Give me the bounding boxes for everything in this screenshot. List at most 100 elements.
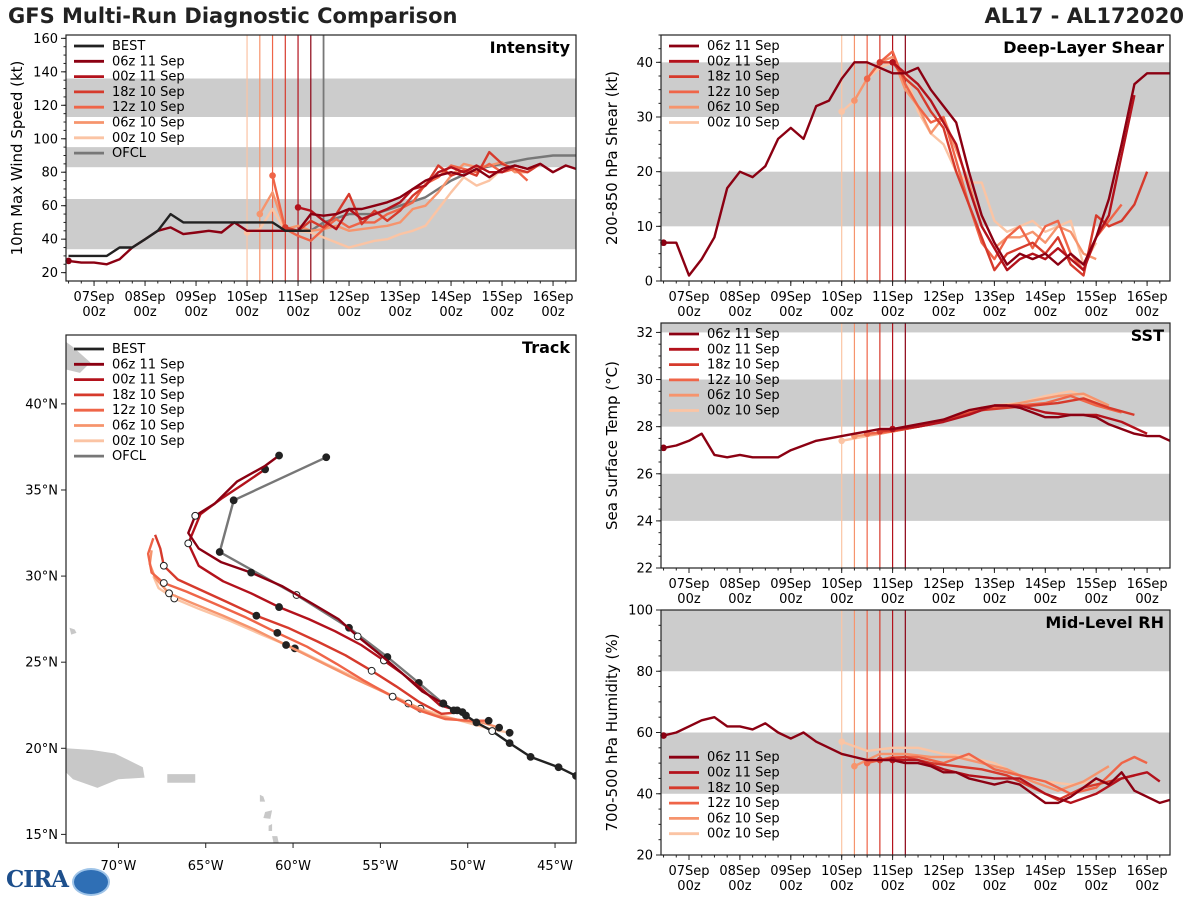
track-point: [252, 611, 261, 620]
y-tick-label: 25°N: [25, 656, 58, 671]
land-polygon: [268, 824, 273, 831]
series-line: [866, 752, 1148, 795]
x-tick-sublabel: 00z: [677, 305, 701, 320]
land-polygon: [167, 774, 196, 783]
track-point: [462, 711, 470, 720]
init-marker: [660, 444, 667, 452]
x-tick-sublabel: 00z: [439, 305, 463, 320]
x-tick-sublabel: 00z: [1085, 305, 1109, 320]
y-tick-label: 10: [636, 220, 653, 235]
panel-title: Deep-Layer Shear: [1003, 38, 1164, 57]
x-tick-label: 09Sep: [770, 864, 811, 879]
x-tick-label: 15Sep: [1076, 290, 1117, 305]
x-tick-sublabel: 00z: [932, 592, 956, 607]
land-polygon: [66, 748, 145, 788]
x-tick-sublabel: 00z: [1085, 879, 1109, 894]
series-line: [663, 61, 1170, 277]
y-tick-label: 32: [636, 326, 653, 341]
x-tick-label: 16Sep: [1127, 290, 1168, 305]
x-tick-label: 11Sep: [872, 577, 913, 592]
legend-label: 18z 10 Sep: [112, 388, 185, 403]
track-line: [218, 456, 445, 705]
y-tick-label: 35°N: [25, 483, 58, 498]
y-tick-label: 40: [636, 787, 653, 802]
x-tick-sublabel: 00z: [184, 305, 208, 320]
y-tick-label: 24: [636, 514, 653, 529]
track-point: [275, 451, 283, 460]
init-marker: [876, 59, 884, 66]
plot-frame: [65, 334, 577, 844]
y-axis-label: Sea Surface Temp (°C): [603, 361, 621, 530]
y-tick-label: 40: [41, 233, 58, 248]
track-point: [505, 739, 514, 748]
legend-label: 18z 10 Sep: [707, 358, 780, 373]
x-tick-sublabel: 00z: [983, 592, 1007, 607]
y-tick-label: 40°N: [25, 397, 58, 412]
threshold-band: [66, 147, 576, 168]
x-tick-sublabel: 00z: [779, 592, 803, 607]
legend-label: 00z 11 Sep: [112, 70, 185, 85]
y-tick-label: 60: [636, 726, 653, 741]
init-marker: [889, 59, 896, 66]
plot-frame: [65, 34, 577, 282]
legend-label: 06z 10 Sep: [707, 811, 780, 826]
y-tick-label: 40: [636, 56, 653, 71]
legend-label: 12z 10 Sep: [112, 100, 185, 115]
legend-label: 00z 10 Sep: [707, 404, 780, 419]
legend-label: 00z 10 Sep: [112, 434, 185, 449]
cira-logo-text: CIRA: [6, 866, 69, 893]
x-tick-label: 16Sep: [1127, 864, 1168, 879]
x-tick-sublabel: 00z: [1034, 879, 1058, 894]
x-tick-sublabel: 00z: [286, 305, 310, 320]
legend-label: 18z 10 Sep: [112, 85, 185, 100]
x-tick-sublabel: 00z: [133, 305, 157, 320]
init-marker: [256, 210, 264, 218]
x-tick-sublabel: 00z: [82, 305, 106, 320]
x-tick-sublabel: 00z: [932, 305, 956, 320]
init-marker: [269, 172, 276, 179]
track-point: [526, 752, 535, 761]
x-tick-label: 65°W: [188, 859, 224, 874]
legend-label: 18z 10 Sep: [707, 781, 780, 796]
init-marker: [660, 732, 667, 739]
init-marker: [851, 97, 858, 104]
panel-shear: 01020304007Sep00z08Sep00z09Sep00z10Sep00…: [603, 34, 1171, 320]
x-tick-sublabel: 00z: [779, 305, 803, 320]
y-tick-label: 22: [636, 562, 653, 577]
land-polygon: [259, 794, 266, 802]
legend-label: 06z 10 Sep: [707, 388, 780, 403]
x-tick-label: 14Sep: [1025, 290, 1066, 305]
x-tick-sublabel: 00z: [932, 879, 956, 894]
x-tick-label: 12Sep: [329, 290, 370, 305]
track-point: [159, 579, 168, 587]
x-tick-label: 07Sep: [668, 577, 709, 592]
panel-title: Mid-Level RH: [1045, 613, 1164, 632]
x-tick-label: 13Sep: [974, 577, 1015, 592]
x-tick-sublabel: 00z: [1135, 592, 1159, 607]
x-tick-sublabel: 00z: [490, 305, 514, 320]
legend-label: 00z 11 Sep: [112, 373, 185, 388]
legend-label: OFCL: [112, 449, 147, 464]
land-polygon: [263, 810, 273, 819]
track-point: [247, 568, 256, 577]
track-point: [472, 718, 481, 727]
track-point: [322, 453, 331, 462]
x-tick-sublabel: 00z: [337, 305, 361, 320]
init-marker: [863, 759, 871, 767]
x-tick-label: 55°W: [362, 859, 398, 874]
y-axis-label: 700-500 hPa Humidity (%): [603, 633, 621, 831]
panel-title: Intensity: [490, 38, 571, 57]
series-line: [68, 212, 311, 258]
legend-label: 12z 10 Sep: [707, 85, 780, 100]
series-line: [841, 740, 1097, 786]
plot-frame: [660, 322, 1171, 569]
x-tick-label: 16Sep: [1127, 577, 1168, 592]
x-tick-sublabel: 00z: [1135, 305, 1159, 320]
legend-label: 06z 11 Sep: [707, 327, 780, 342]
x-tick-label: 07Sep: [668, 290, 709, 305]
init-marker: [838, 108, 845, 115]
x-tick-sublabel: 00z: [1034, 592, 1058, 607]
legend-label: 18z 10 Sep: [707, 70, 780, 85]
y-tick-label: 120: [33, 99, 58, 114]
y-tick-label: 30: [636, 111, 653, 126]
